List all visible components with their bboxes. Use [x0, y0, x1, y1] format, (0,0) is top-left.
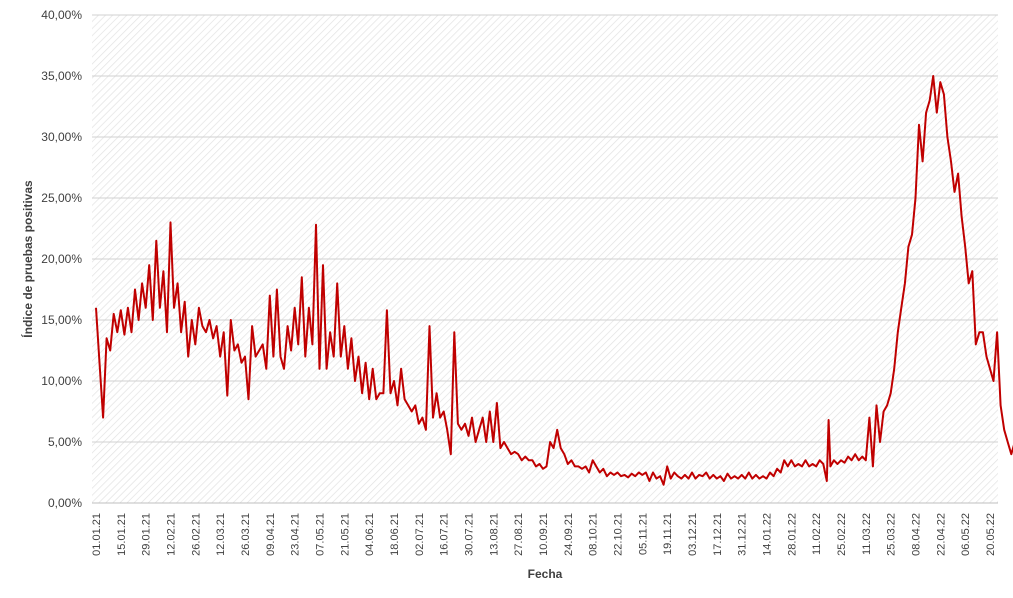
series-line [95, 75, 1013, 486]
x-tick-label: 27.08.21 [513, 513, 525, 556]
x-tick-label: 20.05.22 [985, 513, 997, 556]
x-tick-label: 18.06.21 [389, 513, 401, 556]
y-tick-label: 30,00% [41, 130, 82, 144]
y-tick-label: 5,00% [48, 435, 82, 449]
y-axis-ticks: 0,00% 5,00% 10,00% 15,00% 20,00% 25,00% 30,00%… [41, 8, 82, 510]
x-tick-label: 17.12.21 [712, 513, 724, 556]
x-tick-label: 19.11.21 [662, 513, 674, 555]
y-tick-label: 15,00% [41, 313, 82, 327]
x-tick-label: 14.01.22 [762, 513, 774, 556]
x-tick-label: 09.04.21 [265, 513, 277, 556]
x-tick-label: 12.03.21 [215, 513, 227, 556]
gridlines [92, 14, 998, 443]
x-tick-label: 02.07.21 [414, 513, 426, 556]
y-tick-label: 10,00% [41, 374, 82, 388]
y-tick-label: 40,00% [41, 8, 82, 22]
x-tick-label: 15.01.21 [116, 513, 128, 556]
x-tick-label: 05.11.21 [637, 513, 649, 555]
y-tick-label: 0,00% [48, 496, 82, 510]
x-tick-label: 01.01.21 [91, 513, 103, 556]
x-tick-label: 08.10.21 [588, 513, 600, 556]
y-tick-label: 35,00% [41, 69, 82, 83]
x-tick-label: 28.01.22 [786, 513, 798, 556]
x-tick-label: 31.12.21 [737, 513, 749, 556]
x-tick-label: 06.05.22 [960, 513, 972, 556]
x-tick-label: 21.05.21 [339, 513, 351, 556]
x-axis-title: Fecha [528, 567, 563, 581]
x-tick-label: 03.12.21 [687, 513, 699, 556]
x-tick-label: 07.05.21 [315, 513, 327, 556]
x-tick-label: 25.02.22 [836, 513, 848, 556]
x-tick-label: 30.07.21 [464, 513, 476, 556]
x-tick-label: 11.03.22 [861, 513, 873, 555]
x-tick-label: 23.04.21 [290, 513, 302, 556]
x-tick-label: 13.08.21 [488, 513, 500, 556]
x-tick-label: 08.04.22 [911, 513, 923, 556]
y-tick-label: 20,00% [41, 252, 82, 266]
y-axis-title: Índice de pruebas positivas [20, 180, 35, 338]
x-tick-label: 24.09.21 [563, 513, 575, 556]
y-tick-label: 25,00% [41, 191, 82, 205]
x-tick-label: 26.02.21 [190, 513, 202, 556]
x-tick-label: 25.03.22 [886, 513, 898, 556]
x-tick-label: 22.04.22 [935, 513, 947, 556]
x-tick-label: 10.09.21 [538, 513, 550, 556]
x-tick-label: 26.03.21 [240, 513, 252, 556]
x-tick-label: 12.02.21 [166, 513, 178, 556]
x-tick-label: 29.01.21 [141, 513, 153, 556]
x-tick-label: 04.06.21 [364, 513, 376, 556]
x-axis-ticks: 01.01.21 15.01.21 29.01.21 12.02.21 26.02.21… [91, 513, 997, 556]
x-tick-label: 16.07.21 [439, 513, 451, 556]
x-tick-label: 22.10.21 [613, 513, 625, 556]
x-tick-label: 11.02.22 [811, 513, 823, 555]
